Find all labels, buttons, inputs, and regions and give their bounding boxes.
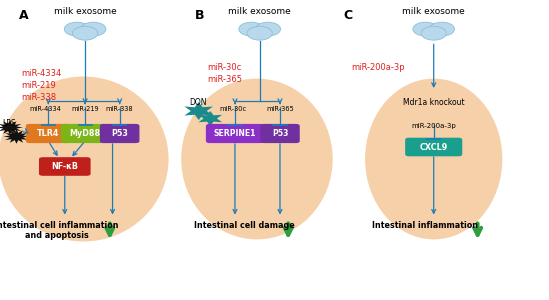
Polygon shape: [198, 111, 222, 126]
Text: Intestinal cell damage: Intestinal cell damage: [194, 220, 295, 230]
Ellipse shape: [365, 79, 502, 239]
Text: Intestinal inflammation: Intestinal inflammation: [372, 220, 479, 230]
Text: CXCL9: CXCL9: [419, 142, 448, 152]
FancyBboxPatch shape: [39, 157, 91, 176]
Text: miR-30c: miR-30c: [208, 63, 242, 72]
Text: P53: P53: [111, 129, 128, 138]
Text: miR-4334: miR-4334: [21, 69, 61, 78]
Text: DON: DON: [189, 98, 207, 107]
Circle shape: [247, 26, 272, 40]
Text: miR-338: miR-338: [21, 93, 56, 102]
Text: milk exosome: milk exosome: [402, 8, 465, 16]
Text: miR-30c: miR-30c: [219, 106, 247, 112]
FancyBboxPatch shape: [100, 124, 139, 143]
Circle shape: [64, 22, 89, 36]
Circle shape: [72, 26, 98, 40]
Circle shape: [413, 22, 438, 36]
Circle shape: [81, 22, 106, 36]
Text: C: C: [343, 9, 352, 22]
Text: miR-338: miR-338: [106, 106, 133, 112]
Text: MyD88: MyD88: [70, 129, 100, 138]
FancyBboxPatch shape: [260, 124, 300, 143]
Text: Mdr1a knockout: Mdr1a knockout: [403, 98, 464, 107]
Circle shape: [429, 22, 455, 36]
Text: NF-κB: NF-κB: [51, 162, 79, 171]
Circle shape: [421, 26, 446, 40]
FancyBboxPatch shape: [206, 124, 264, 143]
Text: Intestinal cell inflammation
and apoptosis: Intestinal cell inflammation and apoptos…: [0, 220, 119, 240]
Text: miR-4334: miR-4334: [30, 106, 61, 112]
FancyBboxPatch shape: [405, 138, 462, 156]
Text: milk exosome: milk exosome: [54, 8, 116, 16]
FancyBboxPatch shape: [26, 124, 71, 143]
Text: LPS: LPS: [3, 118, 16, 127]
Polygon shape: [184, 102, 213, 120]
Text: P53: P53: [272, 129, 288, 138]
Text: B: B: [195, 9, 204, 22]
Circle shape: [239, 22, 264, 36]
Text: miR-365: miR-365: [266, 106, 294, 112]
Text: TLR4: TLR4: [37, 129, 59, 138]
Circle shape: [255, 22, 281, 36]
Text: miR-219: miR-219: [21, 81, 55, 90]
Text: miR-200a-3p: miR-200a-3p: [411, 123, 456, 129]
Text: miR-200a-3p: miR-200a-3p: [351, 63, 405, 72]
Polygon shape: [3, 129, 30, 144]
Polygon shape: [0, 120, 23, 135]
FancyBboxPatch shape: [61, 124, 109, 143]
Text: miR-219: miR-219: [71, 106, 99, 112]
Text: miR-365: miR-365: [208, 75, 243, 84]
Text: A: A: [19, 9, 29, 22]
Ellipse shape: [181, 79, 333, 239]
Ellipse shape: [0, 76, 169, 242]
Text: SERPINE1: SERPINE1: [214, 129, 256, 138]
Text: milk exosome: milk exosome: [228, 8, 291, 16]
